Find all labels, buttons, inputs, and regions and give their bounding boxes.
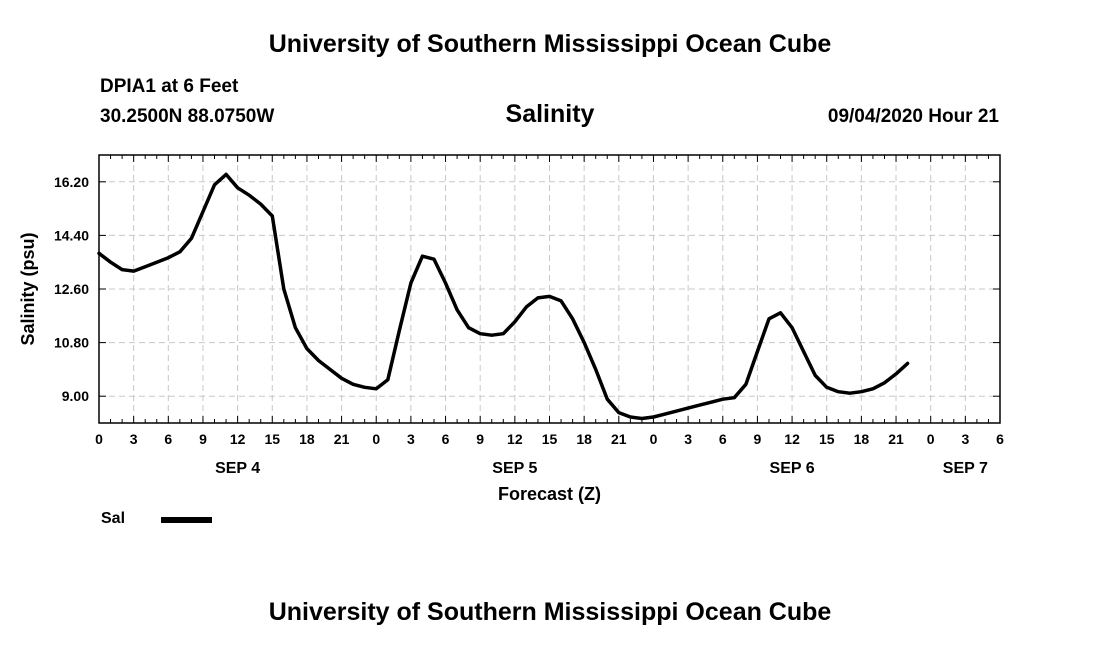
station-coordinates: 30.2500N 88.0750W [100, 106, 275, 127]
x-tick-label: 9 [476, 431, 484, 447]
x-tick-label: 12 [507, 431, 523, 447]
x-day-label: SEP 5 [492, 460, 537, 477]
x-day-label: SEP 6 [770, 460, 815, 477]
x-tick-label: 0 [927, 431, 935, 447]
y-tick-label: 10.80 [54, 335, 89, 351]
top-title: University of Southern Mississippi Ocean… [268, 30, 832, 58]
bottom-title: University of Southern Mississippi Ocean… [268, 598, 832, 626]
x-tick-label: 9 [754, 431, 762, 447]
legend-label: Sal [101, 510, 126, 527]
x-tick-label: 3 [684, 431, 692, 447]
x-tick-label: 0 [650, 431, 658, 447]
x-tick-label: 6 [719, 431, 727, 447]
forecast-timestamp: 09/04/2020 Hour 21 [827, 106, 999, 127]
y-tick-label: 14.40 [54, 227, 89, 243]
x-tick-label: 15 [264, 431, 280, 447]
chart-title: Salinity [505, 100, 595, 128]
x-tick-label: 12 [784, 431, 800, 447]
x-tick-label: 15 [819, 431, 835, 447]
x-tick-label: 18 [854, 431, 870, 447]
x-tick-label: 0 [372, 431, 380, 447]
x-tick-label: 18 [299, 431, 315, 447]
legend-line-swatch [161, 517, 212, 523]
y-tick-label: 9.00 [62, 388, 89, 404]
station-name: DPIA1 at 6 Feet [100, 76, 239, 97]
x-tick-label: 12 [230, 431, 246, 447]
x-tick-label: 3 [961, 431, 969, 447]
y-axis-label: Salinity (psu) [18, 232, 38, 345]
x-tick-label: 6 [164, 431, 172, 447]
series-line-sal [97, 172, 910, 421]
x-tick-label: 9 [199, 431, 207, 447]
x-tick-label: 21 [334, 431, 350, 447]
x-day-label: SEP 4 [215, 460, 260, 477]
x-tick-label: 6 [442, 431, 450, 447]
x-tick-label: 3 [407, 431, 415, 447]
x-tick-label: 6 [996, 431, 1004, 447]
y-tick-label: 16.20 [54, 174, 89, 190]
x-tick-label: 15 [542, 431, 558, 447]
x-tick-label: 3 [130, 431, 138, 447]
x-tick-label: 21 [611, 431, 627, 447]
y-tick-label: 12.60 [54, 281, 89, 297]
x-tick-label: 21 [888, 431, 904, 447]
x-tick-label: 18 [576, 431, 592, 447]
x-tick-label: 0 [95, 431, 103, 447]
x-day-label: SEP 7 [943, 460, 988, 477]
x-axis-label: Forecast (Z) [498, 484, 601, 504]
